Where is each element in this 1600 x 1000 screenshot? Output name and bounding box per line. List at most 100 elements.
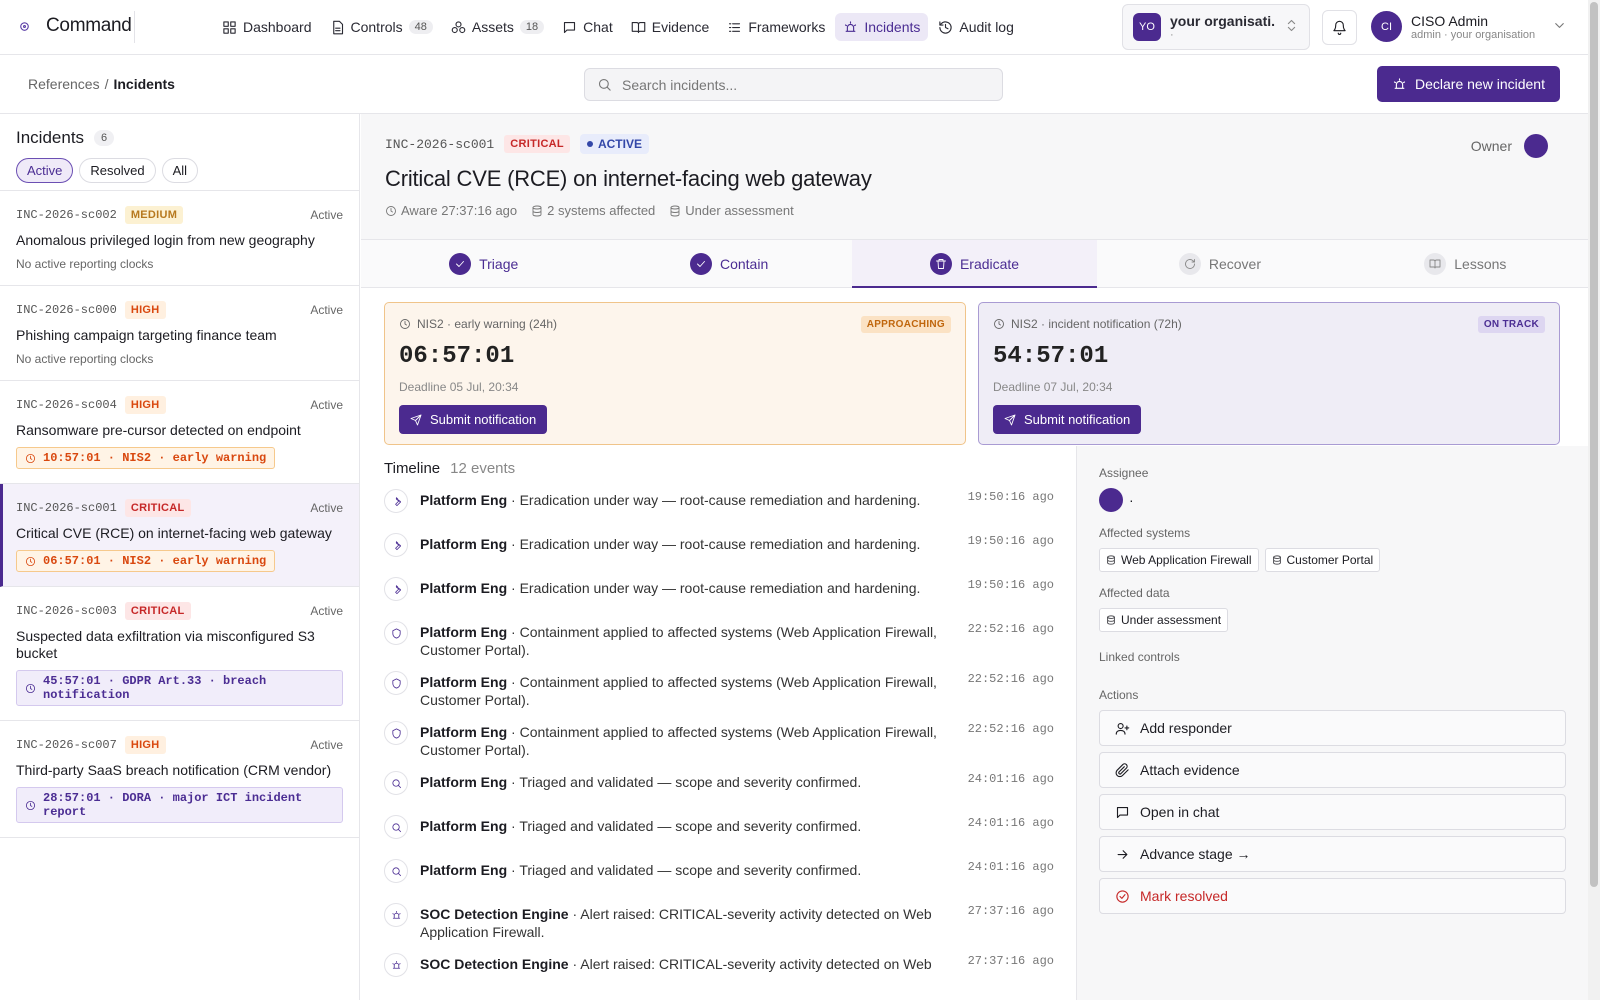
submit-button[interactable]: Submit notification <box>993 405 1142 434</box>
incident-row[interactable]: INC-2026-sc002 MEDIUM Active Anomalous priv… <box>0 191 359 286</box>
icon <box>25 800 36 810</box>
system-tag[interactable]: Web Application Firewall <box>1099 548 1259 572</box>
nav-item[interactable]: Incidents <box>835 13 929 41</box>
stage-tab[interactable]: Contain <box>606 240 851 287</box>
event-time: 22:52:16 ago <box>967 672 1054 686</box>
icon <box>1107 615 1115 625</box>
icon <box>25 556 36 566</box>
action-button[interactable]: Add responder <box>1099 710 1566 746</box>
event-actor: Platform Eng <box>420 862 508 878</box>
icon <box>391 822 400 831</box>
action-label: Open in chat <box>1140 804 1220 820</box>
event-message: Triaged and validated — scope and severi… <box>519 862 862 878</box>
event-time: 24:01:16 ago <box>967 772 1054 786</box>
incident-row[interactable]: INC-2026-sc000 HIGH Active Phishing campaig… <box>0 286 359 381</box>
divider <box>134 11 135 43</box>
filter-pill[interactable]: Resolved <box>79 158 156 183</box>
reporting-clock: 06:57:01 · NIS2 · early warning <box>16 550 276 572</box>
timeline-event: Platform Eng · Triaged and validated — s… <box>384 855 1054 891</box>
event-separator: · <box>511 724 516 740</box>
org-switcher[interactable]: YO your organisati... · <box>1122 4 1310 50</box>
incident-row[interactable]: INC-2026-sc007 HIGH Active Third-party SaaS… <box>0 721 359 838</box>
icon <box>394 540 401 550</box>
clock-label: NIS2 · early warning (24h) <box>417 317 558 331</box>
clock-text: 06:57:01 · NIS2 · early warning <box>43 554 267 568</box>
notifications[interactable] <box>1322 10 1357 45</box>
action-button[interactable]: Mark resolved <box>1099 878 1566 914</box>
nav-item[interactable]: Evidence <box>623 13 718 41</box>
user-avatar: CI <box>1371 11 1402 42</box>
clock-text: 28:57:01 · DORA · major ICT incident rep… <box>43 791 303 819</box>
nav-item[interactable]: Assets 18 <box>443 13 552 41</box>
incident-title: Critical CVE (RCE) on internet-facing we… <box>16 525 332 541</box>
stage-icon <box>1424 252 1447 275</box>
icon <box>23 25 26 28</box>
icon <box>223 20 229 27</box>
action-button[interactable]: Open in chat <box>1099 794 1566 830</box>
stage-tab[interactable]: Eradicate <box>851 240 1098 288</box>
stage-tab[interactable]: Triage <box>361 240 606 287</box>
incident-row[interactable]: INC-2026-sc003 CRITICAL Active Suspected da… <box>0 587 359 721</box>
nav-item[interactable]: Frameworks <box>719 13 833 41</box>
user-menu[interactable]: CI CISO Admin admin · your organisation <box>1371 11 1567 42</box>
filter-pill[interactable]: All <box>161 158 199 183</box>
icon <box>25 556 36 566</box>
nav-item[interactable]: Controls 48 <box>322 13 441 41</box>
assignee-avatar[interactable] <box>1099 488 1123 512</box>
filter-pill[interactable]: Active <box>16 158 74 183</box>
breadcrumb-parent[interactable]: References <box>28 76 100 92</box>
icon <box>1272 555 1281 565</box>
incident-top: INC-2026-sc002 MEDIUM Active <box>16 206 343 224</box>
stage-tab[interactable]: Recover <box>1097 240 1342 287</box>
nav-item[interactable]: Dashboard <box>214 13 320 41</box>
action-button[interactable]: Attach evidence <box>1099 752 1566 788</box>
event-message: Eradication under way — root-cause remed… <box>519 536 921 552</box>
icon <box>729 22 741 32</box>
icon <box>697 260 705 267</box>
owner-avatar[interactable] <box>1524 134 1548 158</box>
reporting-clock: 45:57:01 · GDPR Art.33 · breach notifica… <box>16 670 343 706</box>
declare-button[interactable]: Declare new incident <box>1377 66 1560 102</box>
icon <box>598 78 611 91</box>
details-panel: Assignee · Affected systems Web Application… <box>1076 446 1588 1000</box>
incident-row[interactable]: INC-2026-sc004 HIGH Active Ransomware pre-c… <box>0 381 359 484</box>
nav-item[interactable]: Audit log <box>930 13 1021 41</box>
stage-tab[interactable]: Lessons <box>1343 240 1588 287</box>
search-input[interactable]: Search incidents... <box>584 68 1003 101</box>
tag-text: Customer Portal <box>1286 553 1374 567</box>
icon <box>455 20 462 27</box>
stage-label: Eradicate <box>959 255 1020 272</box>
icon <box>391 678 401 688</box>
severity-badge: HIGH <box>124 301 166 319</box>
event-icon <box>384 903 408 927</box>
scrollbar-thumb[interactable] <box>1590 2 1598 887</box>
system-tag[interactable]: Customer Portal <box>1264 548 1381 572</box>
incident-top: INC-2026-sc003 CRITICAL Active <box>16 602 343 620</box>
event-text: Platform Eng · Eradication under way — r… <box>420 529 956 565</box>
icon <box>670 205 680 216</box>
scrollbar[interactable] <box>1588 0 1600 1000</box>
user-sub: admin · your organisation <box>1411 28 1536 41</box>
icon <box>670 206 680 216</box>
action-label: Advance stage → <box>1140 846 1251 862</box>
icon <box>1117 849 1128 859</box>
clock-card: NIS2 · incident notification (72h) ON TRA… <box>978 302 1560 445</box>
incident-id: INC-2026-sc001 <box>385 136 495 152</box>
event-separator: · <box>511 818 516 834</box>
icon <box>606 86 611 91</box>
incident-title: Critical CVE (RCE) on internet-facing we… <box>385 166 872 191</box>
incident-row[interactable]: INC-2026-sc001 CRITICAL Active Critical CVE… <box>0 484 359 587</box>
submit-button[interactable]: Submit notification <box>399 405 548 434</box>
nav-item[interactable]: Chat <box>554 13 621 41</box>
event-icon <box>384 533 408 557</box>
action-button[interactable]: Advance stage → <box>1099 836 1566 872</box>
event-actor: Platform Eng <box>420 624 508 640</box>
event-text: Platform Eng · Containment applied to af… <box>420 617 956 659</box>
icon <box>394 540 401 550</box>
event-message: Alert raised: CRITICAL-severity activity… <box>420 906 932 940</box>
data-tag[interactable]: Under assessment <box>1099 608 1229 632</box>
icon <box>332 20 343 34</box>
icon <box>1393 77 1406 89</box>
panel-label: Affected systems <box>1099 526 1191 540</box>
